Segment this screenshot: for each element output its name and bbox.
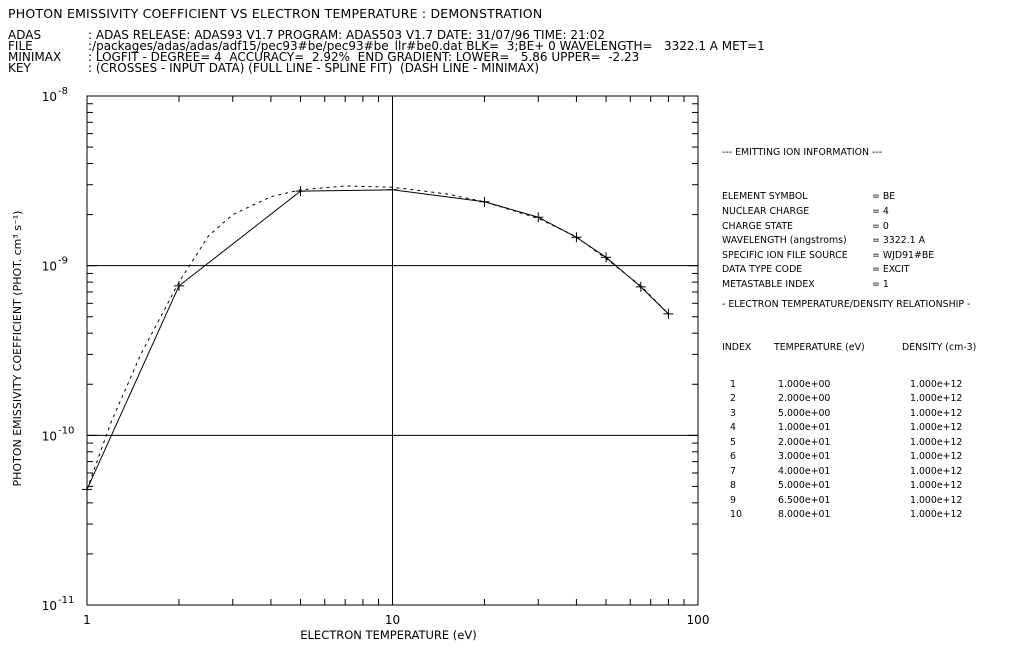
ion-info-label: ELEMENT SYMBOL [722,191,808,203]
y-tick-label: 10 [42,429,57,443]
table-cell: 6.500e+01 [778,494,831,506]
y-tick-label: 10 [42,90,57,104]
minimax-dash-line [86,185,669,490]
data-point-cross [479,196,490,207]
table-cell: 5 [730,436,736,448]
ion-info-value: = 4 [872,205,889,217]
ion-info-label: WAVELENGTH (angstroms) [722,235,847,247]
table-cell: 1.000e+12 [910,407,963,419]
table-row: 8 5.000e+01 1.000e+12 [722,479,1012,494]
table-cell: 7 [730,465,736,477]
table-cell: 1.000e+00 [778,378,831,390]
table-cell: 3.000e+01 [778,451,831,463]
table-row: 4 1.000e+01 1.000e+12 [722,421,1012,436]
data-point-cross [635,281,646,292]
ion-info-label: SPECIFIC ION FILE SOURCE [722,249,848,261]
y-tick-label-exponent: -10 [58,425,74,436]
te-table-panel: - ELECTRON TEMPERATURE/DENSITY RELATIONS… [722,275,1012,533]
table-row: 1 1.000e+00 1.000e+12 [722,377,1012,392]
ion-info-label: METASTABLE INDEX [722,278,815,290]
table-cell: 8.000e+01 [778,509,831,521]
data-point-cross [295,186,306,197]
header-row-key: KEY: (CROSSES - INPUT DATA) (FULL LINE -… [8,61,540,75]
y-tick-label-exponent: -11 [58,595,74,606]
col-index: INDEX [722,342,752,354]
table-row: 2 2.000e+00 1.000e+12 [722,392,1012,407]
table-cell: 4.000e+01 [778,465,831,477]
table-row: 3 5.000e+00 1.000e+12 [722,406,1012,421]
ion-info-label: CHARGE STATE [722,220,793,232]
table-row: 6 3.000e+01 1.000e+12 [722,450,1012,465]
table-cell: 4 [730,422,736,434]
table-cell: 1.000e+01 [778,422,831,434]
table-cell: 3 [730,407,736,419]
x-tick-label: 1 [83,613,91,627]
spline-fit-line [86,189,669,490]
ion-info-row: CHARGE STATE = 0 [722,219,934,234]
ion-info-heading: --- EMITTING ION INFORMATION --- [722,146,883,158]
table-row: 10 8.000e+01 1.000e+12 [722,508,1012,523]
header-row-minimax: MINIMAX: LOGFIT - DEGREE= 4 ACCURACY= 2.… [8,50,640,64]
table-cell: 6 [730,451,736,463]
header-row-adas: ADAS: ADAS RELEASE: ADAS93 V1.7 PROGRAM:… [8,28,605,42]
ion-info-label: NUCLEAR CHARGE [722,205,810,217]
ion-info-row: DATA TYPE CODE = EXCIT [722,263,934,278]
table-cell: 1.000e+12 [910,494,963,506]
table-cell: 1.000e+12 [910,436,963,448]
col-density: DENSITY (cm-3) [902,342,977,354]
table-cell: 1.000e+12 [910,422,963,434]
ion-info-row: METASTABLE INDEX = 1 [722,277,934,292]
te-table-header: INDEX TEMPERATURE (eV) DENSITY (cm-3) [722,341,1012,356]
x-axis-label: ELECTRON TEMPERATURE (eV) [300,628,476,642]
header-row-file: FILE:/packages/adas/adas/adf15/pec93#be/… [8,39,765,53]
y-tick-label-exponent: -8 [58,86,68,97]
y-tick-label-exponent: -9 [58,256,68,267]
table-cell: 1.000e+12 [910,393,963,405]
table-cell: 1.000e+12 [910,480,963,492]
x-tick-label: 10 [385,613,400,627]
ion-info-row: WAVELENGTH (angstroms) = 3322.1 A [722,233,934,248]
ion-info-value: = BE [872,191,896,203]
y-tick-label: 10 [42,599,57,613]
table-cell: 5.000e+00 [778,407,831,419]
x-tick-label: 100 [687,613,710,627]
table-cell: 10 [730,509,742,521]
y-tick-label: 10 [42,260,57,274]
ion-info-value: = 1 [872,278,889,290]
ion-info-value: = 0 [872,220,889,232]
te-table-heading: - ELECTRON TEMPERATURE/DENSITY RELATIONS… [722,298,971,310]
ion-info-row: ELEMENT SYMBOL = BE [722,190,934,205]
data-point-cross [663,308,674,319]
ion-info-label: DATA TYPE CODE [722,264,803,276]
table-cell: 1.000e+12 [910,509,963,521]
table-cell: 1 [730,378,736,390]
data-point-cross [387,184,398,195]
ion-info-panel: --- EMITTING ION INFORMATION --- ELEMENT… [722,123,934,303]
table-cell: 1.000e+12 [910,451,963,463]
col-temperature: TEMPERATURE (eV) [774,342,865,354]
table-cell: 5.000e+01 [778,480,831,492]
table-cell: 2.000e+01 [778,436,831,448]
table-cell: 2 [730,393,736,405]
table-cell: 8 [730,480,736,492]
ion-info-row: NUCLEAR CHARGE = 4 [722,204,934,219]
table-cell: 9 [730,494,736,506]
table-cell: 2.000e+00 [778,393,831,405]
table-row: 9 6.500e+01 1.000e+12 [722,493,1012,508]
page-title: PHOTON EMISSIVITY COEFFICIENT VS ELECTRO… [8,6,543,21]
table-cell: 1.000e+12 [910,378,963,390]
ion-info-value: = 3322.1 A [872,235,926,247]
table-row: 5 2.000e+01 1.000e+12 [722,435,1012,450]
ion-info-value: = EXCIT [872,264,910,276]
header-block: ADAS: ADAS RELEASE: ADAS93 V1.7 PROGRAM:… [8,28,765,75]
ion-info-value: = WJD91#BE [872,249,935,261]
data-point-cross [601,252,612,263]
ion-info-row: SPECIFIC ION FILE SOURCE = WJD91#BE [722,248,934,263]
data-point-cross [571,232,582,243]
table-row: 7 4.000e+01 1.000e+12 [722,464,1012,479]
table-cell: 1.000e+12 [910,465,963,477]
y-axis-label: PHOTON EMISSIVITY COEFFICIENT (PHOT. cm³… [11,211,24,487]
